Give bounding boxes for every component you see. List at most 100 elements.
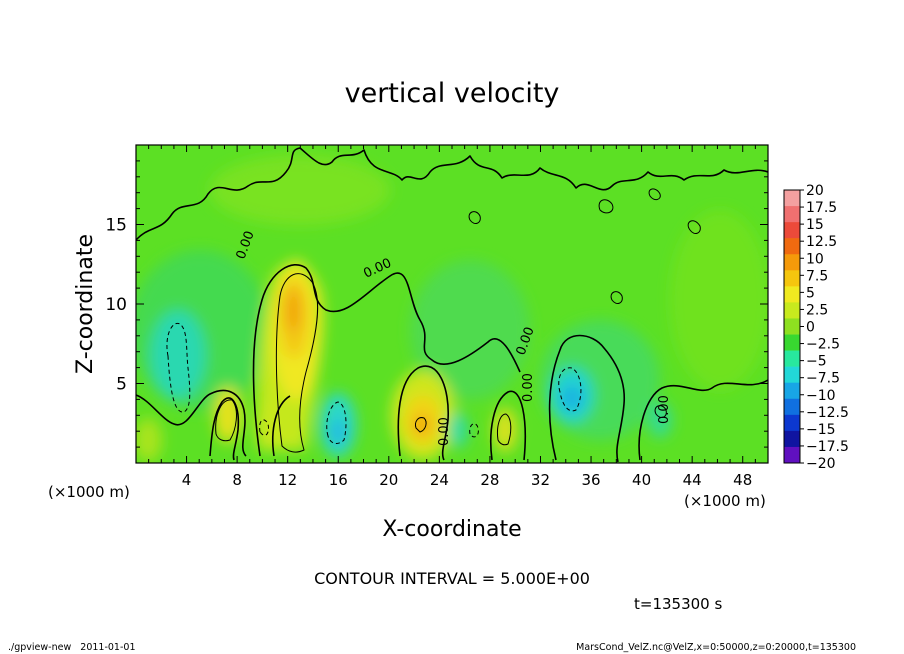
colorbar-label: 15: [806, 217, 824, 233]
contour-line: [610, 291, 623, 304]
y-axis: 5 10 15: [105, 160, 768, 448]
colorbar-swatch: [784, 270, 800, 287]
field-patch: [410, 260, 530, 400]
contour-line: [687, 220, 701, 234]
x-tick-label: 24: [430, 471, 449, 489]
colorbar-swatch: [784, 190, 800, 207]
field-patch: [670, 210, 768, 390]
colorbar-swatch: [784, 446, 800, 464]
colorbar-swatch: [784, 414, 800, 432]
contour-lines-thin: [215, 188, 701, 453]
colorbar-label: −12.5: [806, 405, 849, 421]
contour-lines-dashed: [166, 322, 582, 444]
colorbar-label: −7.5: [806, 371, 840, 387]
colorbar-label: 2.5: [806, 302, 828, 318]
x-tick-label: 28: [480, 471, 499, 489]
x-axis: 4 8 12 16 20 24 28 32 36 40 44 48: [148, 145, 756, 489]
contour-label: 0.00: [437, 417, 452, 446]
contour-line: [259, 419, 269, 436]
contour-label: 0.00: [657, 395, 672, 424]
x-tick-label: 36: [581, 471, 600, 489]
colorbar-label: −2.5: [806, 337, 840, 353]
contour-line: [497, 413, 512, 446]
contour-line: [558, 367, 582, 412]
colorbar-swatch: [784, 318, 800, 335]
x-axis-label: X-coordinate: [382, 517, 521, 542]
colorbar-swatch: [784, 286, 800, 303]
x-tick-label: 4: [182, 471, 192, 489]
field-downdraft: [330, 420, 346, 444]
colorbar-swatch: [784, 382, 800, 400]
x-tick-label: 16: [329, 471, 348, 489]
colorbar-swatch: [784, 398, 800, 416]
x-tick-label: 32: [531, 471, 550, 489]
colorbar-swatch: [784, 222, 800, 239]
y-tick-label: 10: [105, 295, 127, 315]
colorbar-label: 10: [806, 251, 824, 267]
contour-line: [166, 322, 191, 413]
contour-lines: [136, 147, 768, 463]
colorbar-label: −17.5: [806, 439, 849, 455]
field-downdraft: [562, 386, 582, 410]
colorbar-swatch: [784, 254, 800, 271]
colorbar-swatch: [784, 334, 800, 351]
contour-line: [469, 423, 479, 438]
x-tick-label: 20: [379, 471, 398, 489]
colorbar-label: 12.5: [806, 234, 837, 250]
colorbar-swatch: [784, 238, 800, 255]
field-layer: [136, 155, 768, 462]
colorbar-label: 20: [806, 183, 824, 199]
field-updraft: [285, 288, 301, 332]
contour-line: [136, 147, 768, 241]
colorbar-label: 0: [806, 320, 815, 336]
footer-right: MarsCond_VelZ.nc@VelZ,x=0:50000,z=0:2000…: [576, 642, 856, 653]
colorbar-label: −10: [806, 388, 836, 404]
colorbar-swatch: [784, 366, 800, 384]
contour-line: [215, 399, 237, 442]
x-tick-label: 40: [632, 471, 651, 489]
x-unit-right: (×1000 m): [684, 492, 766, 510]
x-tick-label: 48: [733, 471, 752, 489]
chart-title: vertical velocity: [345, 78, 560, 109]
contour-line: [654, 405, 667, 418]
contour-line: [415, 417, 427, 433]
contour-line: [638, 379, 768, 461]
field-downdraft: [448, 412, 468, 448]
colorbar-label: −20: [806, 456, 836, 472]
contour-line: [598, 199, 614, 214]
contour-line: [252, 263, 521, 457]
contour-line: [397, 365, 449, 461]
contour-line: [548, 334, 626, 463]
y-axis-label: Z-coordinate: [73, 234, 98, 374]
colorbar-swatch: [784, 206, 800, 223]
contour-line: [326, 401, 347, 444]
x-tick-label: 8: [232, 471, 242, 489]
x-tick-label: 44: [683, 471, 702, 489]
colorbar-swatch: [784, 430, 800, 448]
contour-line: [209, 397, 240, 461]
colorbar-label: 7.5: [806, 268, 828, 284]
colorbar-swatch: [784, 302, 800, 319]
footer-left: ./gpview-new 2011-01-01: [8, 642, 136, 653]
contour-interval-text: CONTOUR INTERVAL = 5.000E+00: [314, 569, 590, 588]
contour-line: [648, 188, 661, 201]
contour-line: [489, 390, 527, 461]
x-tick-label: 12: [278, 471, 297, 489]
x-unit-left: (×1000 m): [48, 483, 130, 501]
colorbar-swatch: [784, 350, 800, 367]
contour-label: 0.00: [521, 373, 536, 402]
field-patch: [210, 155, 390, 225]
contour-line: [468, 211, 481, 224]
colorbar-label: 17.5: [806, 200, 837, 216]
colorbar-label: −15: [806, 422, 836, 438]
contour-line: [275, 273, 319, 453]
y-tick-label: 5: [116, 375, 127, 395]
colorbar-label: −5: [806, 354, 827, 370]
colorbar-label: 5: [806, 285, 815, 301]
contour-line: [271, 395, 291, 457]
contour-line: [136, 389, 247, 457]
field-downdraft: [150, 310, 206, 400]
y-tick-label: 15: [105, 216, 127, 236]
